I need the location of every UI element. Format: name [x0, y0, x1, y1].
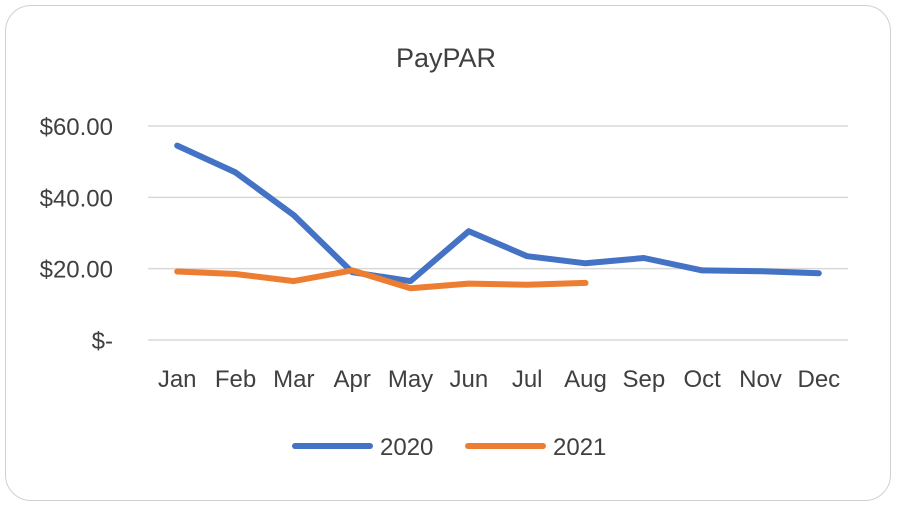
gridlines — [148, 125, 848, 341]
legend-label: 2020 — [380, 434, 433, 461]
x-tick-label: Jan — [158, 366, 197, 393]
x-tick-label: Jun — [449, 366, 488, 393]
x-tick-label: Apr — [333, 366, 370, 393]
legend-label: 2021 — [553, 434, 606, 461]
y-tick-label: $- — [92, 328, 113, 355]
y-tick-label: $40.00 — [40, 185, 113, 212]
x-tick-label: Aug — [564, 366, 607, 393]
legend: 2020 2021 — [292, 434, 606, 461]
x-tick-label: May — [388, 366, 433, 393]
series-line-2021 — [174, 267, 589, 292]
chart-title: PayPAR — [396, 43, 496, 73]
y-tick-label: $20.00 — [40, 257, 113, 284]
x-tick-label: Jul — [512, 366, 543, 393]
series-line-2020 — [174, 142, 822, 285]
x-tick-label: Mar — [273, 366, 314, 393]
y-axis: $- $20.00 $40.00 $60.00 — [40, 114, 113, 355]
x-tick-label: Sep — [622, 366, 665, 393]
y-tick-label: $60.00 — [40, 114, 113, 141]
series-lines — [174, 142, 822, 292]
x-tick-label: Nov — [739, 366, 782, 393]
x-axis: Jan Feb Mar Apr May Jun Jul Aug Sep Oct Nov Dec — [158, 366, 840, 393]
chart-frame — [5, 5, 891, 501]
x-tick-label: Dec — [797, 366, 840, 393]
x-tick-label: Feb — [215, 366, 256, 393]
x-tick-label: Oct — [683, 366, 721, 393]
